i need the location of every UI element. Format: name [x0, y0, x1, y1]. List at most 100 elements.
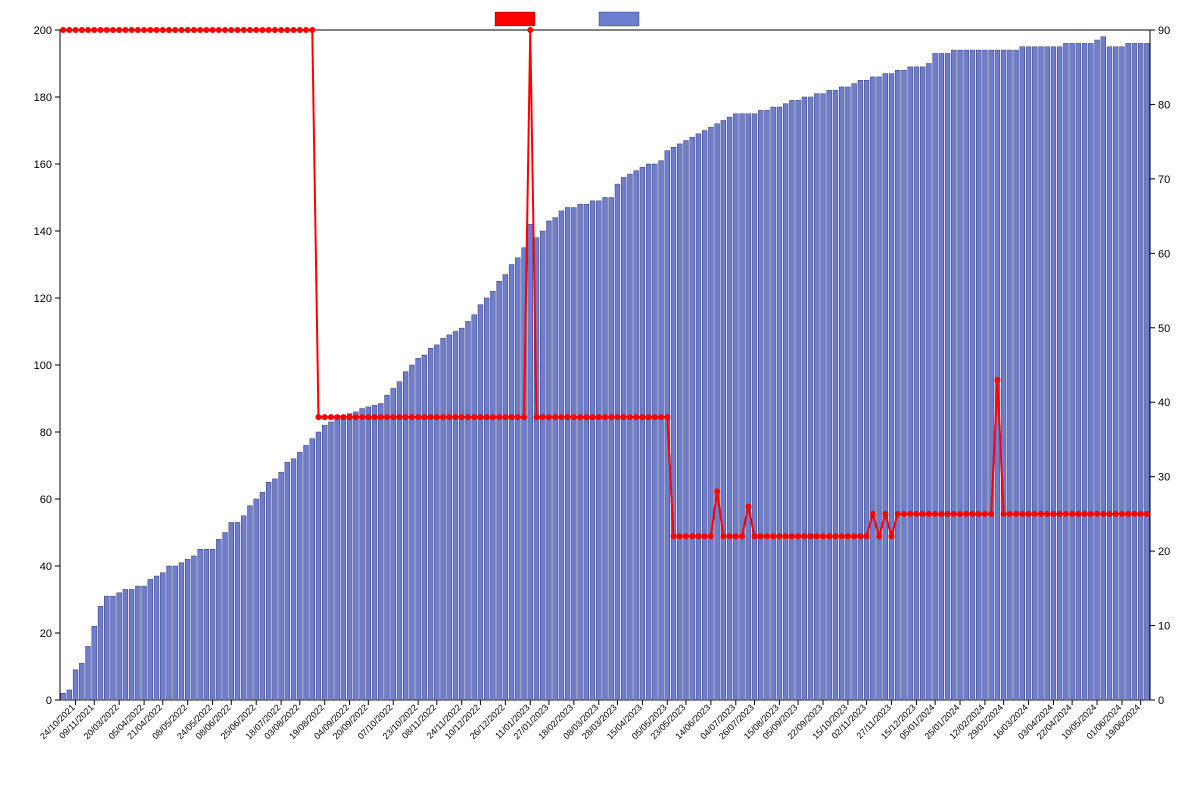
bar	[715, 124, 720, 700]
bar	[204, 549, 209, 700]
bar	[1082, 43, 1087, 700]
line-marker	[727, 533, 733, 539]
line-marker	[116, 27, 122, 33]
line-marker	[677, 533, 683, 539]
bar	[914, 67, 919, 700]
line-marker	[826, 533, 832, 539]
line-marker	[851, 533, 857, 539]
line-marker	[1069, 511, 1075, 517]
bar	[148, 579, 153, 700]
line-marker	[614, 414, 620, 420]
line-marker	[664, 414, 670, 420]
y-left-tick-label: 40	[40, 561, 52, 573]
bar	[385, 395, 390, 700]
line-marker	[359, 414, 365, 420]
line-marker	[266, 27, 272, 33]
bar	[796, 100, 801, 700]
line-marker	[521, 414, 527, 420]
y-right-tick-label: 10	[1158, 621, 1170, 633]
line-marker	[552, 414, 558, 420]
bar	[983, 50, 988, 700]
bar	[223, 533, 228, 701]
bar	[702, 131, 707, 701]
line-marker	[546, 414, 552, 420]
bar	[248, 506, 253, 700]
bar	[889, 74, 894, 700]
bar	[1070, 43, 1075, 700]
bar	[609, 198, 614, 701]
line-marker	[85, 27, 91, 33]
line-marker	[372, 414, 378, 420]
line-marker	[776, 533, 782, 539]
line-marker	[509, 414, 515, 420]
bar	[123, 589, 128, 700]
bar	[160, 573, 165, 700]
bar	[472, 315, 477, 700]
line-marker	[210, 27, 216, 33]
line-marker	[1113, 511, 1119, 517]
bar	[964, 50, 969, 700]
bar	[378, 404, 383, 700]
bar	[696, 134, 701, 700]
line-marker	[870, 511, 876, 517]
y-left-tick-label: 180	[34, 92, 52, 104]
line-marker	[789, 533, 795, 539]
bar	[783, 104, 788, 700]
line-marker	[1125, 511, 1131, 517]
bar	[67, 690, 72, 700]
line-marker	[907, 511, 913, 517]
line-marker	[702, 533, 708, 539]
bar	[173, 566, 178, 700]
y-right-tick-label: 90	[1158, 25, 1170, 37]
line-marker	[484, 414, 490, 420]
bar	[970, 50, 975, 700]
line-marker	[633, 414, 639, 420]
line-marker	[1131, 511, 1137, 517]
bar	[391, 388, 396, 700]
line-marker	[297, 27, 303, 33]
bar	[441, 338, 446, 700]
bar	[86, 646, 91, 700]
line-marker	[309, 27, 315, 33]
line-marker	[689, 533, 695, 539]
line-marker	[1082, 511, 1088, 517]
bar	[808, 97, 813, 700]
line-marker	[97, 27, 103, 33]
bar	[142, 586, 147, 700]
bar	[646, 164, 651, 700]
line-marker	[421, 414, 427, 420]
bar	[403, 372, 408, 700]
line-marker	[932, 511, 938, 517]
line-marker	[322, 414, 328, 420]
bar	[1063, 43, 1068, 700]
line-marker	[1019, 511, 1025, 517]
bar	[933, 53, 938, 700]
y-left-tick-label: 200	[34, 25, 52, 37]
line-marker	[403, 414, 409, 420]
bar	[129, 589, 134, 700]
bar	[322, 425, 327, 700]
line-marker	[91, 27, 97, 33]
bar	[1039, 47, 1044, 700]
line-marker	[720, 533, 726, 539]
bar	[926, 64, 931, 701]
line-marker	[708, 533, 714, 539]
bar	[254, 499, 259, 700]
bar	[1007, 50, 1012, 700]
bar	[802, 97, 807, 700]
line-marker	[621, 414, 627, 420]
bar	[615, 184, 620, 700]
bar	[733, 114, 738, 700]
y-left-tick-label: 60	[40, 494, 52, 506]
line-marker	[590, 414, 596, 420]
line-marker	[795, 533, 801, 539]
y-left-tick-label: 120	[34, 293, 52, 305]
y-right-tick-label: 60	[1158, 248, 1170, 260]
legend-swatch-line	[495, 12, 535, 26]
line-marker	[671, 533, 677, 539]
bar	[951, 50, 956, 700]
bar	[771, 107, 776, 700]
line-marker	[1100, 511, 1106, 517]
bar	[216, 539, 221, 700]
bar	[335, 415, 340, 700]
